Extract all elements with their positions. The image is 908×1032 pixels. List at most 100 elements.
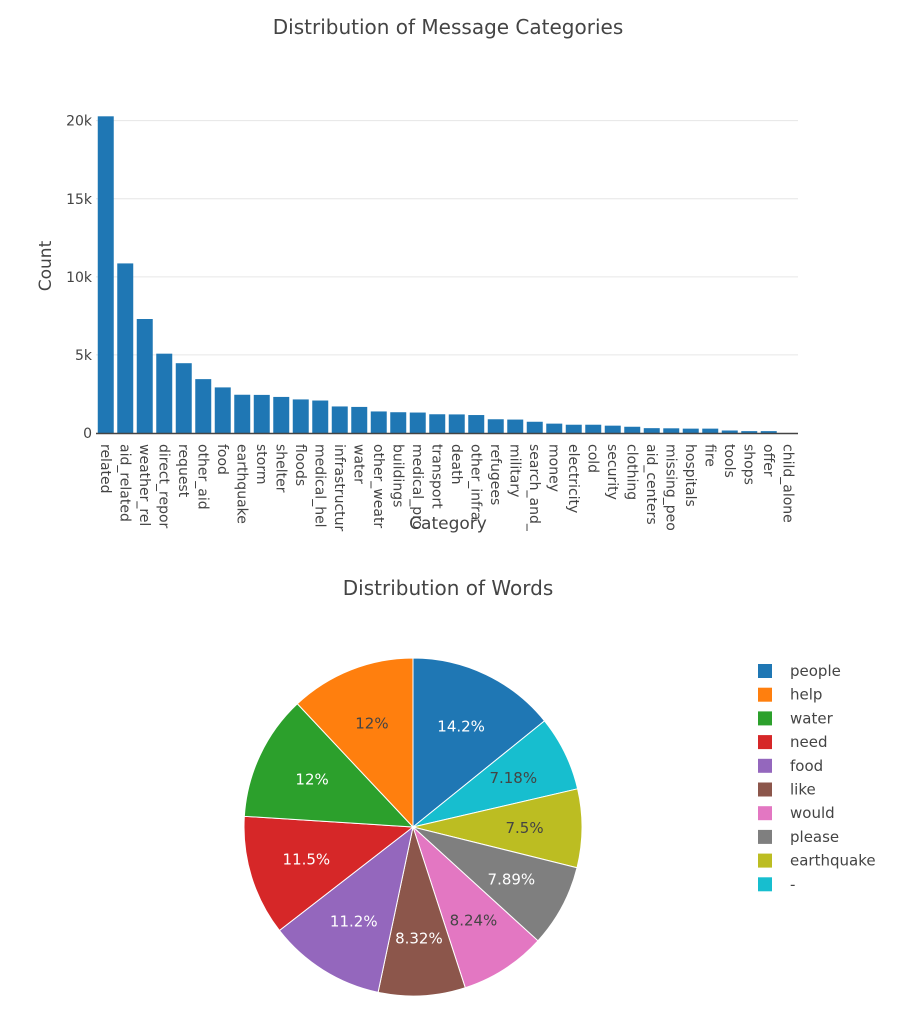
x-tick-label: money [545, 444, 561, 492]
bar [195, 379, 212, 433]
x-tick-label: direct_repor [155, 444, 171, 529]
legend-label[interactable]: food [790, 757, 823, 775]
pie-slice [377, 825, 466, 997]
bar [643, 428, 660, 433]
bar [370, 411, 387, 433]
legend-swatch[interactable] [758, 664, 772, 678]
bar [546, 423, 563, 433]
bar [448, 414, 465, 433]
x-tick-label: cold [584, 444, 600, 473]
legend-label[interactable]: people [790, 662, 841, 680]
x-tick-label: food [214, 444, 230, 475]
y-tick-label: 5k [75, 348, 93, 364]
bar [273, 396, 290, 433]
words-pie-chart: Distribution of Words 14.2% 7.18% 7.5% 7.89… [243, 576, 876, 997]
bar [682, 428, 699, 433]
legend-label[interactable]: earthquake [790, 852, 876, 870]
y-tick-label: 20k [66, 114, 93, 130]
x-tick-label: fire [701, 444, 717, 467]
bar [585, 424, 602, 433]
bar [253, 394, 270, 433]
x-tick-label: aid_related [116, 444, 132, 522]
x-tick-label: transport [428, 444, 444, 509]
x-tick-label: water [350, 444, 366, 484]
legend-swatch[interactable] [758, 877, 772, 892]
x-tick-label: request [175, 444, 191, 498]
bar [175, 363, 192, 433]
bar-y-ticks: 0 5k 10k 15k 20k [66, 114, 93, 442]
x-tick-label: medical_pro [409, 444, 425, 529]
legend-swatch[interactable] [758, 687, 772, 702]
pie-slice-label: 7.5% [505, 819, 543, 837]
pie-slice [296, 657, 414, 829]
pie-slice-label: 7.89% [488, 871, 536, 889]
legend-label[interactable]: would [790, 804, 835, 822]
legend-label[interactable]: like [790, 781, 816, 799]
legend-label[interactable]: - [790, 875, 795, 893]
x-tick-label: other_aid [194, 444, 210, 510]
bar [624, 426, 641, 433]
y-tick-label: 0 [83, 426, 92, 442]
bar [312, 400, 329, 433]
x-tick-label: storm [253, 444, 269, 485]
x-tick-label: offer [760, 444, 776, 477]
legend-swatch[interactable] [758, 711, 772, 726]
legend-label[interactable]: need [790, 733, 828, 751]
legend-swatch[interactable] [758, 829, 772, 844]
x-tick-label: related [97, 444, 113, 494]
bar-gridlines [96, 120, 798, 356]
x-tick-label: search_and_ [526, 444, 542, 532]
pie-slice-label: 11.2% [330, 913, 378, 931]
bar-chart-title: Distribution of Message Categories [273, 15, 624, 39]
x-tick-label: floods [292, 444, 308, 486]
bar [156, 353, 173, 433]
bar [702, 428, 719, 433]
bar [117, 263, 134, 433]
bar [604, 425, 621, 433]
y-tick-label: 10k [66, 270, 93, 286]
legend-swatch[interactable] [758, 806, 772, 821]
legend-swatch[interactable] [758, 758, 772, 773]
x-tick-label: weather_rel [136, 444, 152, 526]
x-tick-label: buildings [389, 444, 405, 507]
x-tick-label: medical_hel [311, 444, 327, 528]
pie-slice-label: 7.18% [489, 769, 537, 787]
pie-slice [412, 657, 546, 829]
pie-slice [243, 815, 415, 932]
pie-slice-label: 12% [295, 770, 328, 788]
x-tick-label: shops [740, 444, 756, 485]
pie-slice [278, 825, 414, 993]
legend-label[interactable]: help [790, 686, 822, 704]
x-tick-label: military [506, 444, 522, 497]
bar [760, 431, 777, 433]
bar [331, 406, 348, 433]
x-tick-label: electricity [565, 444, 581, 513]
bar [429, 414, 446, 433]
x-tick-label: shelter [272, 444, 288, 493]
bar [663, 428, 680, 433]
bar [292, 399, 309, 433]
bar-x-ticks: related aid_related weather_rel direct_repo… [97, 444, 796, 532]
legend-label[interactable]: water [790, 709, 834, 727]
pie-slice-label: 12% [355, 714, 388, 732]
pie-slice [411, 825, 539, 989]
x-tick-label: aid_centers [643, 444, 659, 525]
x-tick-label: other_weatr [370, 444, 386, 528]
bar [390, 412, 407, 433]
bar [507, 419, 524, 433]
bar-series [97, 116, 777, 433]
legend-swatch[interactable] [758, 735, 772, 750]
bar [97, 116, 114, 433]
x-tick-label: other_infra [467, 444, 483, 520]
legend-swatch[interactable] [758, 853, 772, 868]
x-tick-label: infrastructur [331, 444, 347, 531]
legend-swatch[interactable] [758, 782, 772, 797]
pie-slice-label: 11.5% [283, 851, 331, 869]
bar [487, 419, 504, 433]
pie-slice [243, 703, 415, 828]
bar [565, 424, 582, 433]
bar [741, 431, 758, 433]
legend-label[interactable]: please [790, 828, 839, 846]
category-bar-chart: Distribution of Message Categories 0 5k 10… [36, 15, 798, 534]
bar [409, 412, 426, 433]
